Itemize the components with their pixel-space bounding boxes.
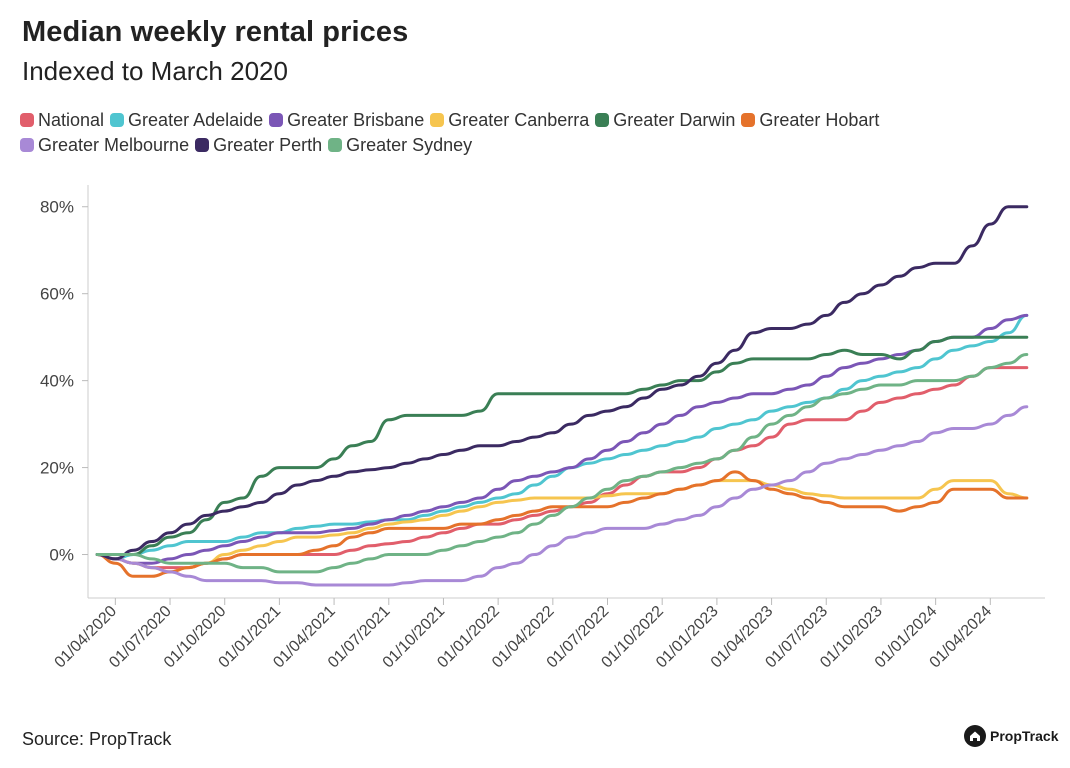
- series-line-greater-hobart: [95, 470, 1029, 578]
- legend-label: Greater Melbourne: [38, 135, 190, 155]
- legend-swatch: [195, 138, 210, 152]
- brand-name: PropTrack: [990, 728, 1059, 744]
- source-note: Source: PropTrack: [22, 729, 172, 749]
- legend-swatch: [328, 138, 343, 152]
- series-line-greater-canberra: [95, 479, 1029, 574]
- chart-title: Median weekly rental prices: [22, 16, 409, 48]
- legend-label: Greater Perth: [213, 135, 323, 155]
- y-tick-label: 20%: [40, 459, 74, 478]
- legend-swatch: [430, 113, 445, 127]
- legend-label: Greater Darwin: [613, 110, 736, 130]
- legend-label: Greater Canberra: [448, 110, 590, 130]
- house-icon: [964, 725, 986, 747]
- legend-item: Greater Adelaide: [110, 108, 263, 132]
- series-line-greater-sydney: [95, 353, 1029, 574]
- series-line-greater-adelaide: [95, 313, 1029, 561]
- legend-label: Greater Sydney: [346, 135, 473, 155]
- legend-swatch: [20, 113, 34, 127]
- legend-label: Greater Brisbane: [287, 110, 425, 130]
- legend: National Greater Adelaide Greater Brisbane…: [20, 108, 1060, 158]
- legend-label: Greater Adelaide: [128, 110, 264, 130]
- y-tick-label: 0%: [49, 546, 74, 565]
- legend-item: Greater Melbourne: [20, 133, 189, 157]
- legend-item: Greater Hobart: [741, 108, 879, 132]
- legend-item: Greater Brisbane: [269, 108, 424, 132]
- series-line-greater-perth: [95, 205, 1029, 561]
- legend-swatch: [595, 113, 610, 127]
- legend-label: National: [38, 110, 105, 130]
- legend-item: Greater Darwin: [595, 108, 735, 132]
- legend-swatch: [741, 113, 756, 127]
- y-tick-label: 80%: [40, 198, 74, 217]
- series-line-greater-darwin: [95, 335, 1029, 557]
- series-line-greater-melbourne: [95, 405, 1029, 587]
- y-tick-label: 40%: [40, 372, 74, 391]
- brand-logo: PropTrack: [964, 725, 1058, 747]
- legend-label: Greater Hobart: [759, 110, 880, 130]
- legend-item: National: [20, 108, 104, 132]
- legend-item: Greater Perth: [195, 133, 322, 157]
- legend-item: Greater Canberra: [430, 108, 589, 132]
- chart-subtitle: Indexed to March 2020: [22, 56, 288, 86]
- legend-swatch: [110, 113, 125, 127]
- y-tick-label: 60%: [40, 285, 74, 304]
- legend-swatch: [20, 138, 34, 152]
- legend-swatch: [269, 113, 284, 127]
- series-line-greater-brisbane: [95, 313, 1029, 565]
- legend-item: Greater Sydney: [328, 133, 472, 157]
